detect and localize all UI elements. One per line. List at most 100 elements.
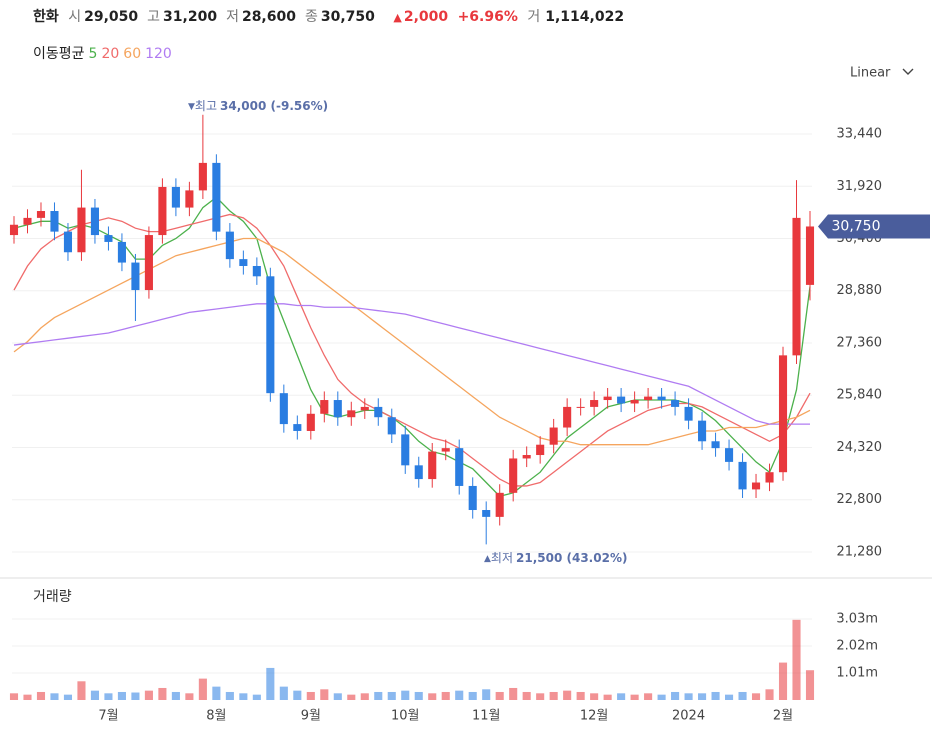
- candle-body: [63, 231, 73, 253]
- legend-entry: 5: [88, 46, 98, 62]
- candle-body: [751, 482, 761, 490]
- volume-bar: [725, 694, 734, 700]
- volume-bar: [603, 694, 612, 700]
- candle-body: [252, 265, 261, 277]
- y-tick-label: 22,800: [837, 492, 883, 507]
- volume-bar: [306, 691, 315, 700]
- y-tick-label: 31,920: [837, 179, 883, 194]
- candle-body: [212, 162, 221, 232]
- candle-body: [725, 448, 734, 462]
- volume-value: 1,114,022: [545, 9, 625, 25]
- candle-body: [711, 441, 720, 449]
- candle-body: [644, 396, 653, 401]
- y-tick-label: 21,280: [837, 544, 883, 559]
- candle-body: [360, 406, 369, 411]
- candle-body: [198, 162, 207, 191]
- x-tick-label: 8월: [206, 709, 226, 724]
- volume-bar: [198, 678, 207, 700]
- candle-body: [482, 510, 491, 517]
- volume-bar: [374, 691, 383, 700]
- candle-body: [117, 241, 126, 263]
- volume-bar: [36, 691, 46, 700]
- stock-name: 한화: [33, 9, 59, 25]
- candle-body: [279, 393, 288, 425]
- volume-title: 거래량: [33, 589, 72, 605]
- candle-body: [590, 400, 599, 407]
- volume-bar: [698, 693, 707, 700]
- volume-bar: [185, 693, 194, 700]
- annotation-value-text: 21,500 (43.02%): [516, 551, 627, 565]
- volume-bar: [644, 693, 653, 700]
- volume-bar: [482, 689, 491, 700]
- x-tick-label: 7월: [98, 709, 118, 724]
- y-tick-label: 25,840: [837, 388, 883, 403]
- last-price-label: 30,750: [832, 218, 881, 234]
- volume-bar: [77, 681, 86, 700]
- volume-bar: [387, 691, 396, 700]
- y-tick-label: 27,360: [837, 335, 883, 350]
- candle-body: [36, 211, 46, 218]
- candle-body: [333, 400, 342, 418]
- candle-body: [509, 458, 518, 493]
- volume-bar: [333, 693, 342, 700]
- volume-bar: [522, 691, 531, 700]
- volume-bar: [563, 690, 572, 700]
- candle-body: [549, 427, 558, 445]
- volume-bar: [495, 691, 504, 700]
- volume-bar: [293, 690, 302, 700]
- quote-label: 시: [68, 9, 82, 25]
- volume-bar: [225, 691, 234, 700]
- candle-body: [778, 355, 788, 473]
- x-tick-label: 9월: [301, 709, 321, 724]
- volume-bar: [360, 693, 369, 700]
- candle-body: [158, 186, 167, 236]
- quote-value: 28,600: [241, 9, 296, 25]
- volume-bar: [401, 690, 410, 700]
- y-tick-label: 24,320: [837, 440, 883, 455]
- candle-body: [320, 400, 329, 414]
- quote-value: 29,050: [84, 9, 139, 25]
- candle-body: [9, 224, 19, 236]
- x-tick-label: 12월: [580, 709, 609, 724]
- y-tick-label: 33,440: [837, 127, 883, 142]
- candle-body: [698, 420, 707, 442]
- quote-label: 저: [226, 9, 239, 25]
- candle-body: [671, 400, 680, 407]
- candle-body: [468, 485, 477, 511]
- legend-entry: 120: [145, 46, 172, 62]
- annotation-value-text: 34,000 (-9.56%): [220, 99, 328, 113]
- candle-body: [792, 217, 801, 356]
- volume-label: 거: [527, 9, 541, 25]
- volume-bar: [90, 690, 99, 700]
- candle-body: [104, 235, 113, 242]
- annotation-marker: ▲: [484, 554, 491, 564]
- x-tick-label: 2월: [773, 709, 793, 724]
- candle-body: [293, 424, 302, 431]
- ma-line: [13, 196, 811, 497]
- quote-value: 31,200: [163, 9, 218, 25]
- volume-bar: [751, 693, 761, 700]
- volume-bar: [468, 691, 477, 700]
- candle-body: [185, 190, 194, 208]
- ma-line: [13, 303, 810, 425]
- candle-body: [306, 413, 315, 431]
- candle-body: [90, 207, 99, 236]
- candle-body: [630, 400, 639, 404]
- candle-body: [347, 410, 356, 418]
- candle-body: [495, 492, 504, 517]
- annotation: ▼최고 34,000 (-9.56%): [188, 99, 328, 113]
- volume-bar: [158, 687, 167, 700]
- volume-tick-label: 2.02m: [836, 639, 878, 654]
- candle-body: [684, 406, 693, 421]
- volume-bar: [9, 693, 19, 700]
- candle-body: [401, 434, 410, 466]
- candle-body: [428, 451, 437, 480]
- volume-bar: [792, 619, 801, 700]
- volume-bar: [455, 690, 464, 700]
- candle-body: [387, 417, 396, 435]
- candle-body: [266, 276, 275, 394]
- volume-bar: [171, 691, 180, 700]
- scale-toggle[interactable]: Linear: [850, 66, 891, 81]
